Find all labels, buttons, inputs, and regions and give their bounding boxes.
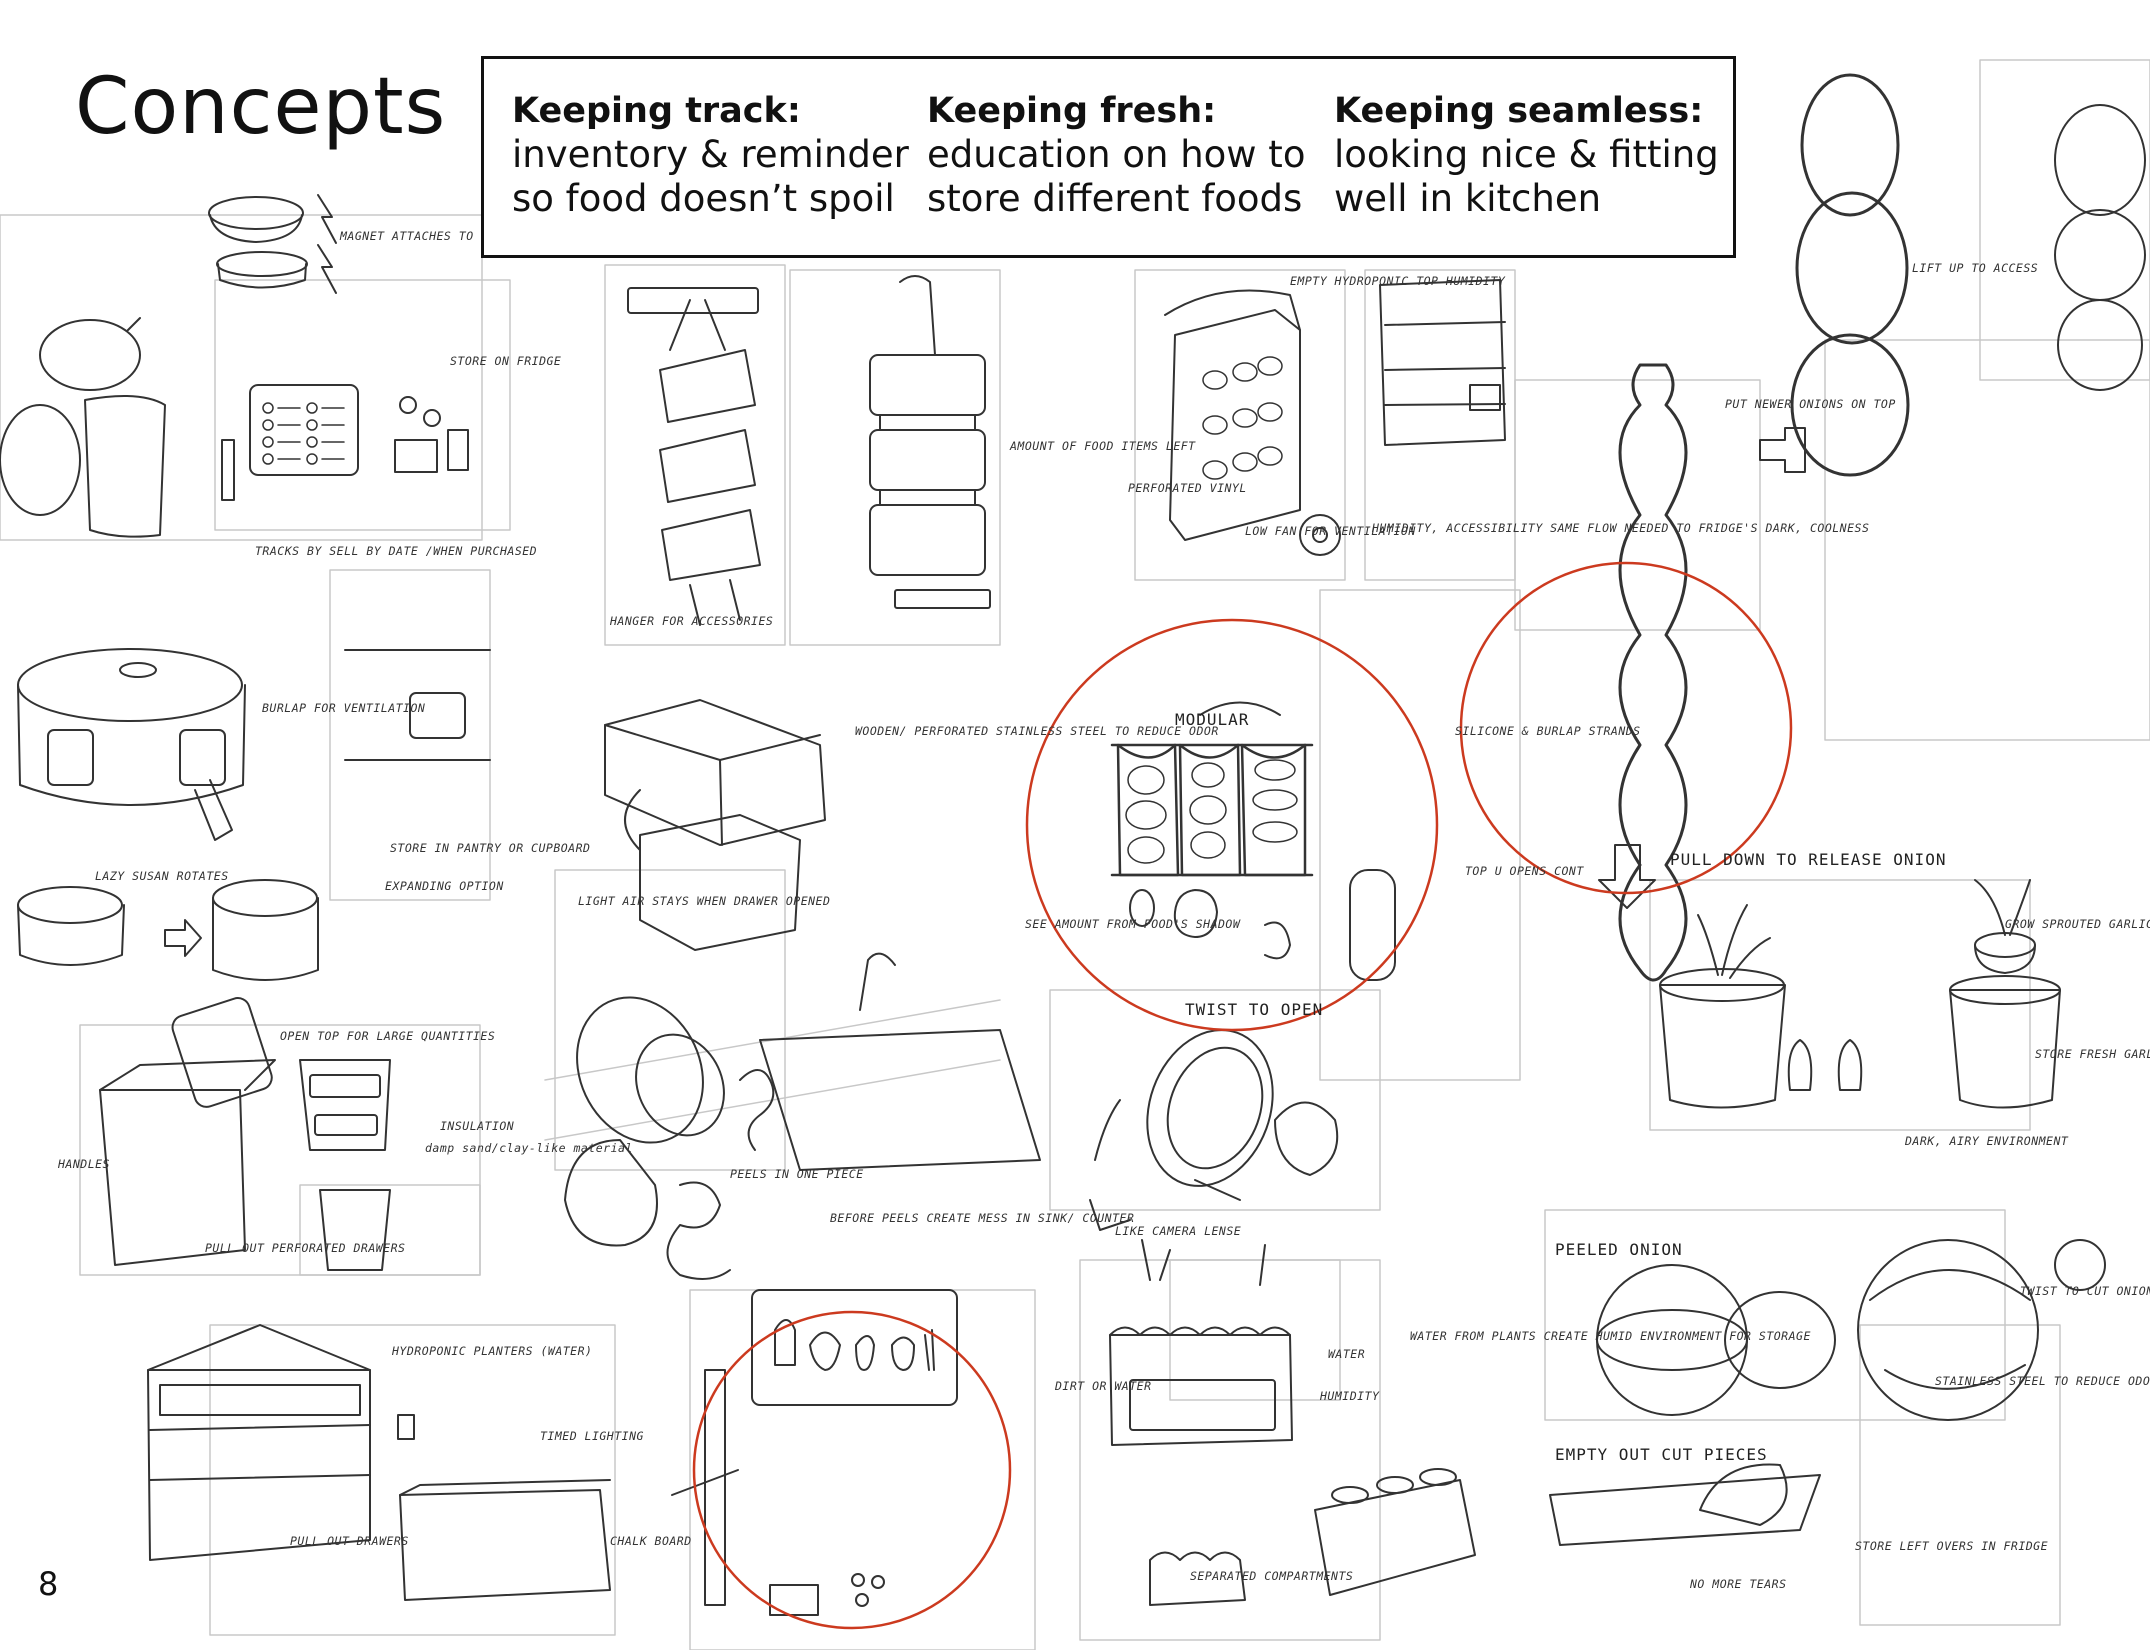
note-open-top: OPEN TOP FOR LARGE QUANTITIES [280,1029,495,1043]
note-no-tears: NO MORE TEARS [1689,1577,1787,1591]
note-see-amount: SEE AMOUNT FROM FOOD'S SHADOW [1025,917,1241,931]
note-expanding: EXPANDING OPTION [385,879,504,893]
note-top-opens: TOP U OPENS CONT [1465,864,1584,878]
note-grow-garlic: GROW SPROUTED GARLIC IN WATER [2005,917,2150,931]
note-tracks: TRACKS BY SELL BY DATE /WHEN PURCHASED [255,544,537,558]
note-before-peels: BEFORE PEELS CREATE MESS IN SINK/ COUNTE… [830,1211,1134,1225]
theme-heading: Keeping seamless: [1334,91,1704,131]
theme-line: store different foods [927,177,1303,220]
note-handles: HANDLES [57,1157,110,1171]
note-lazy-susan: LAZY SUSAN ROTATES [95,869,229,883]
note-modular: MODULAR [1175,710,1249,729]
note-humidity: HUMIDITY, ACCESSIBILITY SAME FLOW NEEDED… [1371,521,1869,535]
note-store-fresh: STORE FRESH GARLIC [2035,1047,2150,1061]
note-pantry: STORE IN PANTRY OR CUPBOARD [390,841,590,855]
page-number: 8 [38,1565,59,1603]
note-pull-down: PULL DOWN TO RELEASE ONION [1670,850,1946,869]
note-humidity2: HUMIDITY [1319,1389,1380,1403]
note-low-fan: LOW FAN FOR VENTILATION [1245,524,1416,538]
themes-legend-box: Keeping track: inventory & reminder so f… [481,56,1736,258]
note-silicone: SILICONE & BURLAP STRANDS [1455,724,1641,738]
note-camera-lense: LIKE CAMERA LENSE [1115,1224,1241,1238]
note-hydroponic-planters: HYDROPONIC PLANTERS (WATER) [391,1344,592,1358]
note-wooden: WOODEN/ PERFORATED STAINLESS STEEL TO RE… [855,724,1219,738]
theme-line: so food doesn’t spoil [512,177,895,220]
note-peeled-onion: PEELED ONION [1555,1240,1683,1259]
note-water-plants: WATER FROM PLANTS CREATE HUMID ENVIRONME… [1410,1329,1811,1343]
note-insulation: INSULATION [440,1119,514,1133]
note-hydroponic-top: EMPTY HYDROPONIC TOP HUMIDITY [1290,274,1506,288]
theme-line: well in kitchen [1334,177,1602,220]
note-store-fridge: STORE ON FRIDGE [450,354,561,368]
note-amount-left: AMOUNT OF FOOD ITEMS LEFT [1009,439,1196,453]
note-timed-lighting: TIMED LIGHTING [540,1429,644,1443]
theme-keeping-track: Keeping track: inventory & reminder so f… [512,89,909,221]
note-twist-cut: TWIST TO CUT ONION [2020,1284,2150,1298]
theme-line: looking nice & fitting [1334,133,1719,176]
note-empty-cut: EMPTY OUT CUT PIECES [1555,1445,1768,1464]
note-store-leftovers: STORE LEFT OVERS IN FRIDGE [1855,1539,2048,1553]
note-separated: SEPARATED COMPARTMENTS [1190,1569,1353,1583]
note-chalk-board: CHALK BOARD [610,1534,692,1548]
note-peels: PEELS IN ONE PIECE [730,1167,864,1181]
theme-heading: Keeping fresh: [927,91,1217,131]
note-lift-up: LIFT UP TO ACCESS [1912,261,2038,275]
note-perforated-vinyl: PERFORATED VINYL [1128,481,1247,495]
note-dark-airy: DARK, AIRY ENVIRONMENT [1904,1134,2069,1148]
theme-keeping-fresh: Keeping fresh: education on how to store… [927,89,1305,221]
note-dirt-water: DIRT OR WATER [1054,1379,1152,1393]
note-water: WATER [1328,1347,1365,1361]
note-burlap: BURLAP FOR VENTILATION [262,701,425,715]
theme-line: education on how to [927,133,1306,176]
note-hanger: HANGER FOR ACCESSORIES [609,614,773,628]
note-damp-sand: damp sand/clay-like material [425,1141,633,1155]
note-stainless: STAINLESS STEEL TO REDUCE ODORS, SILICON… [1935,1374,2150,1388]
page-title: Concepts [75,62,447,152]
note-pull-out: PULL OUT DRAWERS [290,1534,409,1548]
theme-line: inventory & reminder [512,133,909,176]
theme-keeping-seamless: Keeping seamless: looking nice & fitting… [1334,89,1719,221]
note-twist-open: TWIST TO OPEN [1185,1000,1323,1019]
note-magnet: MAGNET ATTACHES TO FOOD [339,229,511,243]
note-light-air: LIGHT AIR STAYS WHEN DRAWER OPENED [578,894,830,908]
note-put-newer: PUT NEWER ONIONS ON TOP [1725,397,1896,411]
theme-heading: Keeping track: [512,91,801,131]
note-pull-out-drawers: PULL OUT PERFORATED DRAWERS [205,1241,405,1255]
